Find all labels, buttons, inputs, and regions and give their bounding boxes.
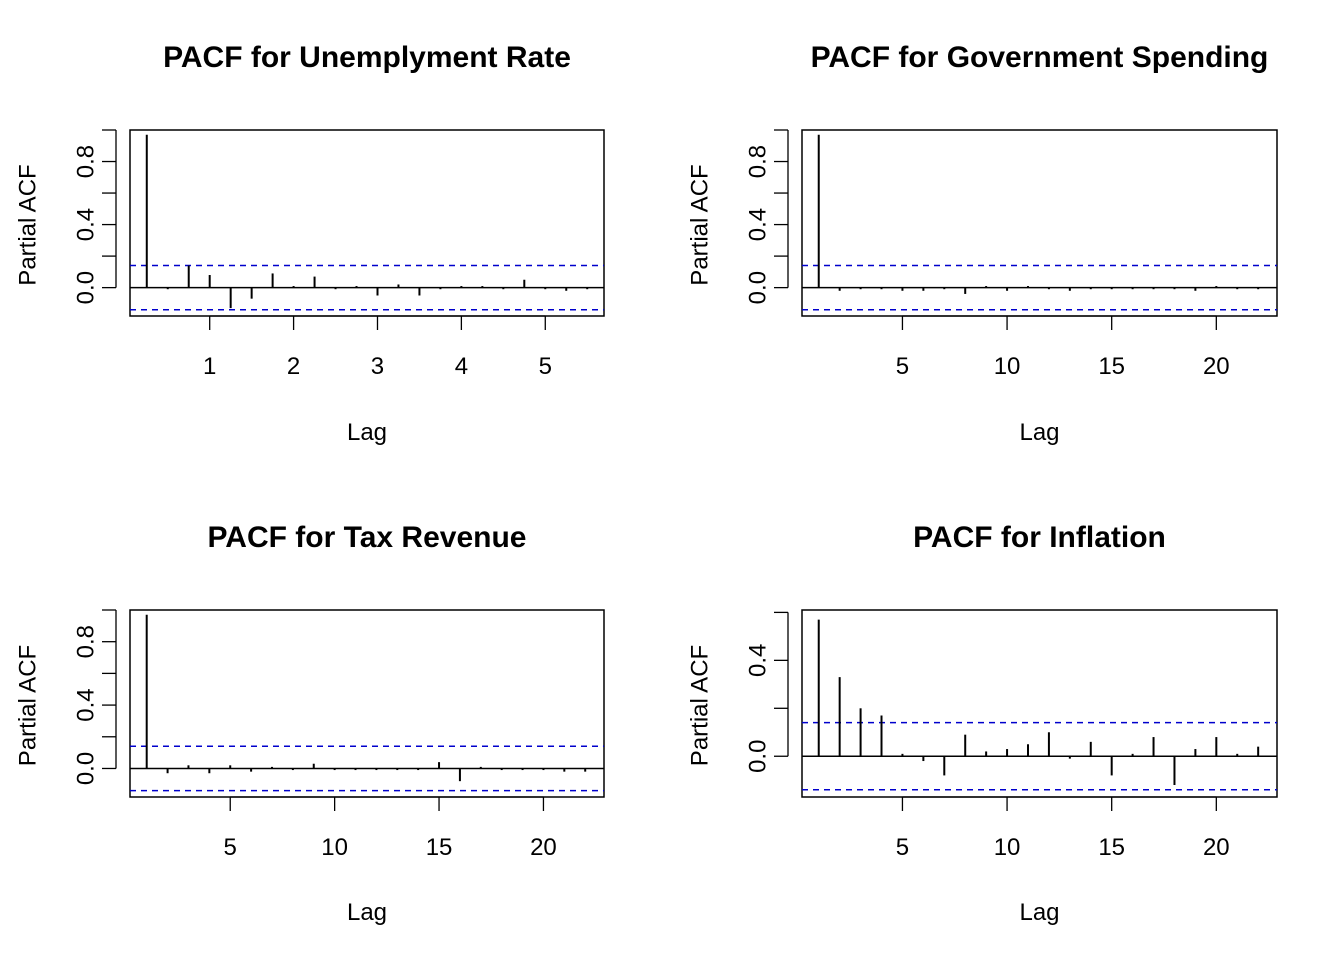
y-axis-label: Partial ACF (687, 645, 714, 766)
x-tick-label: 2 (287, 353, 300, 380)
x-tick-label: 15 (426, 834, 453, 861)
chart-panel: PACF for Inflation 0.0 0.4 5 10 15 20 Lag Partia… (687, 521, 1278, 926)
chart-title: PACF for Tax Revenue (208, 521, 527, 554)
chart-panel: PACF for Government Spending 0.0 0.4 0.8 5 10… (687, 41, 1278, 446)
x-axis-label: Lag (1019, 419, 1059, 446)
x-tick-label: 5 (539, 353, 552, 380)
x-tick-label: 5 (224, 834, 237, 861)
y-tick-label: 0.8 (745, 145, 772, 178)
y-tick-label: 0.0 (73, 752, 100, 785)
plot-frame (801, 609, 1278, 798)
y-axis-label: Partial ACF (687, 164, 714, 285)
y-tick-label: 0.4 (73, 208, 100, 241)
x-tick-label: 1 (203, 353, 216, 380)
chart-panel: PACF for Tax Revenue 0.0 0.4 0.8 5 10 15 20 Lag P… (15, 521, 605, 926)
x-tick-label: 3 (371, 353, 384, 380)
x-tick-label: 4 (455, 353, 468, 380)
y-tick-label: 0.0 (745, 271, 772, 304)
x-tick-label: 10 (994, 353, 1021, 380)
y-axis-label: Partial ACF (15, 645, 42, 766)
y-tick-label: 0.8 (73, 625, 100, 658)
y-tick-label: 0.0 (73, 271, 100, 304)
x-axis-label: Lag (1019, 899, 1059, 926)
y-tick-label: 0.4 (745, 208, 772, 241)
y-tick-label: 0.8 (73, 145, 100, 178)
y-tick-label: 0.0 (745, 740, 772, 773)
y-tick-label: 0.4 (73, 688, 100, 721)
y-tick-label: 0.4 (745, 644, 772, 677)
x-tick-label: 20 (1203, 353, 1230, 380)
chart-title: PACF for Inflation (913, 521, 1166, 554)
x-tick-label: 15 (1098, 353, 1125, 380)
chart-panel: PACF for Unemplyment Rate 0.0 0.4 0.8 1 2 3 4 5 L… (15, 41, 605, 446)
chart-title: PACF for Unemplyment Rate (163, 41, 571, 74)
y-axis-label: Partial ACF (15, 164, 42, 285)
x-tick-label: 5 (896, 834, 909, 861)
x-axis-label: Lag (347, 899, 387, 926)
x-tick-label: 20 (530, 834, 557, 861)
x-tick-label: 10 (321, 834, 348, 861)
x-axis-label: Lag (347, 419, 387, 446)
chart-title: PACF for Government Spending (811, 41, 1269, 74)
x-tick-label: 10 (994, 834, 1021, 861)
x-tick-label: 15 (1098, 834, 1125, 861)
x-tick-label: 20 (1203, 834, 1230, 861)
x-tick-label: 5 (896, 353, 909, 380)
